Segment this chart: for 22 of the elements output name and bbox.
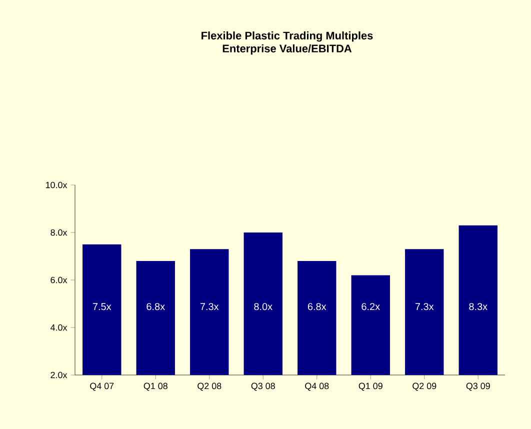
x-tick-label: Q2 08 bbox=[198, 382, 222, 391]
y-tick-label: 10.0x bbox=[46, 182, 68, 188]
data-label: 6.8x bbox=[308, 303, 326, 310]
data-label: 6.8x bbox=[146, 303, 165, 310]
x-tick-label: Q1 09 bbox=[358, 382, 382, 391]
chart-title: Flexible Plastic Trading Multiples Enterprise Value/EBITDA bbox=[202, 31, 373, 55]
data-label: 7.3x bbox=[200, 303, 219, 310]
x-tick-label: Q3 09 bbox=[466, 382, 490, 391]
y-tick-label: 6.0x bbox=[50, 276, 68, 284]
data-label: 7.3x bbox=[415, 303, 434, 310]
data-label: 7.5x bbox=[92, 303, 112, 310]
x-tick-label: Q2 09 bbox=[412, 382, 436, 391]
x-tick-label: Q1 08 bbox=[144, 382, 168, 391]
x-tick-label: Q4 07 bbox=[90, 382, 114, 391]
y-tick-label: 2.0x bbox=[50, 372, 68, 378]
data-label: 8.0x bbox=[254, 303, 272, 310]
data-label: 8.3x bbox=[469, 303, 488, 310]
x-tick-label: Q4 08 bbox=[305, 382, 329, 391]
data-label: 6.2x bbox=[362, 303, 380, 310]
y-tick-label: 4.0x bbox=[50, 324, 68, 331]
x-tick-label: Q3 08 bbox=[251, 382, 275, 391]
y-tick-label: 8.0x bbox=[50, 229, 68, 236]
